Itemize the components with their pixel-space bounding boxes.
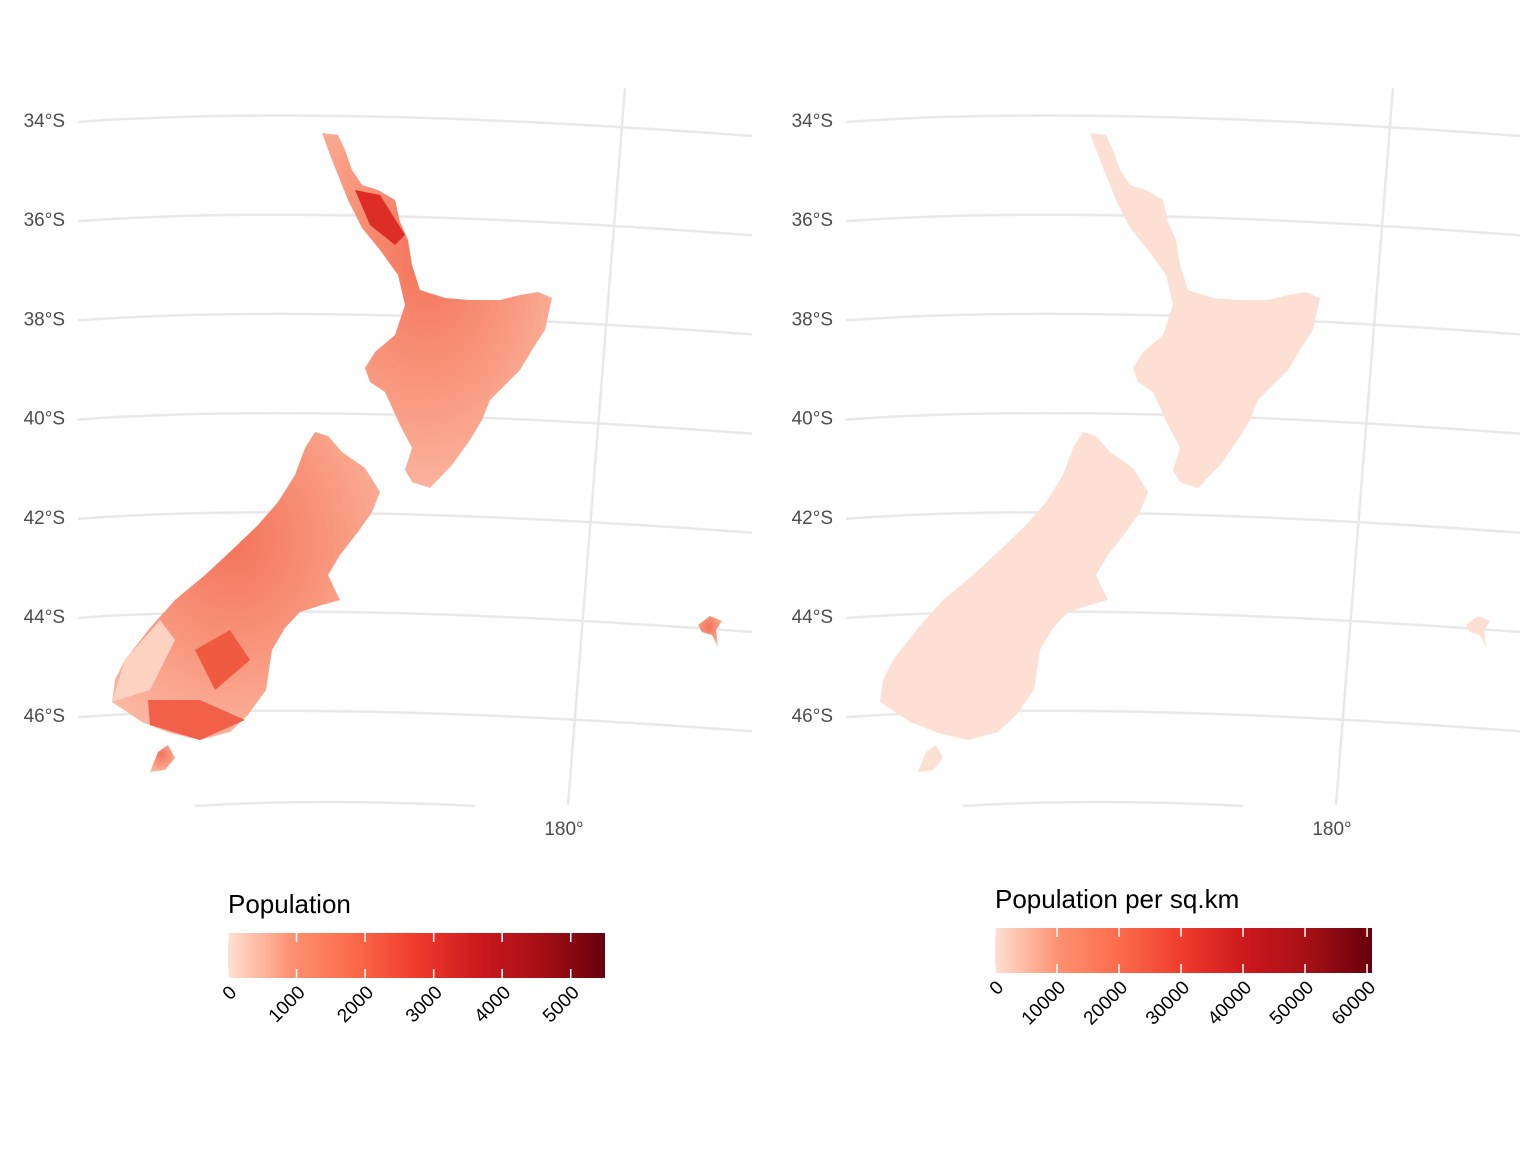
legend-tick-label: 50000 [1266, 977, 1318, 1029]
map-region [112, 620, 175, 702]
latitude-label: 40°S [792, 409, 833, 430]
legend-tick-label: 40000 [1204, 977, 1256, 1029]
longitude-label: 180° [544, 819, 583, 840]
legend-tick-label: 5000 [539, 982, 584, 1027]
longitude-line [1334, 87, 1395, 806]
latitude-line [194, 800, 476, 808]
latitude-line [845, 511, 1521, 535]
legend-tick-label: 3000 [402, 982, 447, 1027]
legend-tick-label: 30000 [1142, 977, 1194, 1029]
legend-title: Population [228, 889, 351, 919]
map-regions [880, 133, 1490, 772]
map-region [195, 630, 250, 690]
latitude-line [845, 610, 1521, 634]
latitude-line [77, 411, 753, 435]
latitude-line [845, 114, 1521, 138]
latitude-line [845, 411, 1521, 435]
latitude-label: 36°S [792, 210, 833, 231]
panel: 34°S 36°S 38°S 40°S 42°S 44°S 46°S 180° Populati… [792, 87, 1521, 1029]
legend-tick-label: 0 [219, 982, 241, 1004]
latitude-label: 36°S [24, 210, 65, 231]
legend-tick-label: 10000 [1018, 977, 1070, 1029]
legend-tick-label: 4000 [471, 982, 516, 1027]
latitude-label: 46°S [792, 706, 833, 727]
latitude-label: 34°S [792, 111, 833, 132]
latitude-label: 42°S [24, 508, 65, 529]
panel: 34°S 36°S 38°S 40°S 42°S 44°S 46°S 180° Populati… [24, 87, 753, 1027]
colorbar [995, 928, 1372, 973]
latitude-label: 44°S [24, 607, 65, 628]
legend-title: Population per sq.km [995, 884, 1239, 914]
legend-tick-label: 2000 [333, 982, 378, 1027]
legend-tick-label: 60000 [1328, 977, 1380, 1029]
latitude-label: 42°S [792, 508, 833, 529]
latitude-line [77, 511, 753, 535]
latitude-line [77, 312, 753, 336]
latitude-label: 34°S [24, 111, 65, 132]
latitude-line [77, 610, 753, 634]
latitude-label: 40°S [24, 409, 65, 430]
map-region [148, 700, 245, 740]
latitude-line [962, 800, 1244, 808]
map-regions [112, 133, 722, 772]
longitude-line [566, 87, 627, 806]
legend-tick-label: 0 [986, 977, 1008, 999]
legend-tick-label: 20000 [1080, 977, 1132, 1029]
latitude-label: 44°S [792, 607, 833, 628]
legend-tick-label: 1000 [265, 982, 310, 1027]
latitude-line [845, 213, 1521, 237]
latitude-line [845, 312, 1521, 336]
latitude-line [77, 213, 753, 237]
colorbar [228, 933, 605, 978]
map-region [355, 190, 405, 245]
longitude-label: 180° [1312, 819, 1351, 840]
latitude-label: 38°S [24, 309, 65, 330]
latitude-label: 46°S [24, 706, 65, 727]
latitude-line [77, 114, 753, 138]
latitude-label: 38°S [792, 309, 833, 330]
